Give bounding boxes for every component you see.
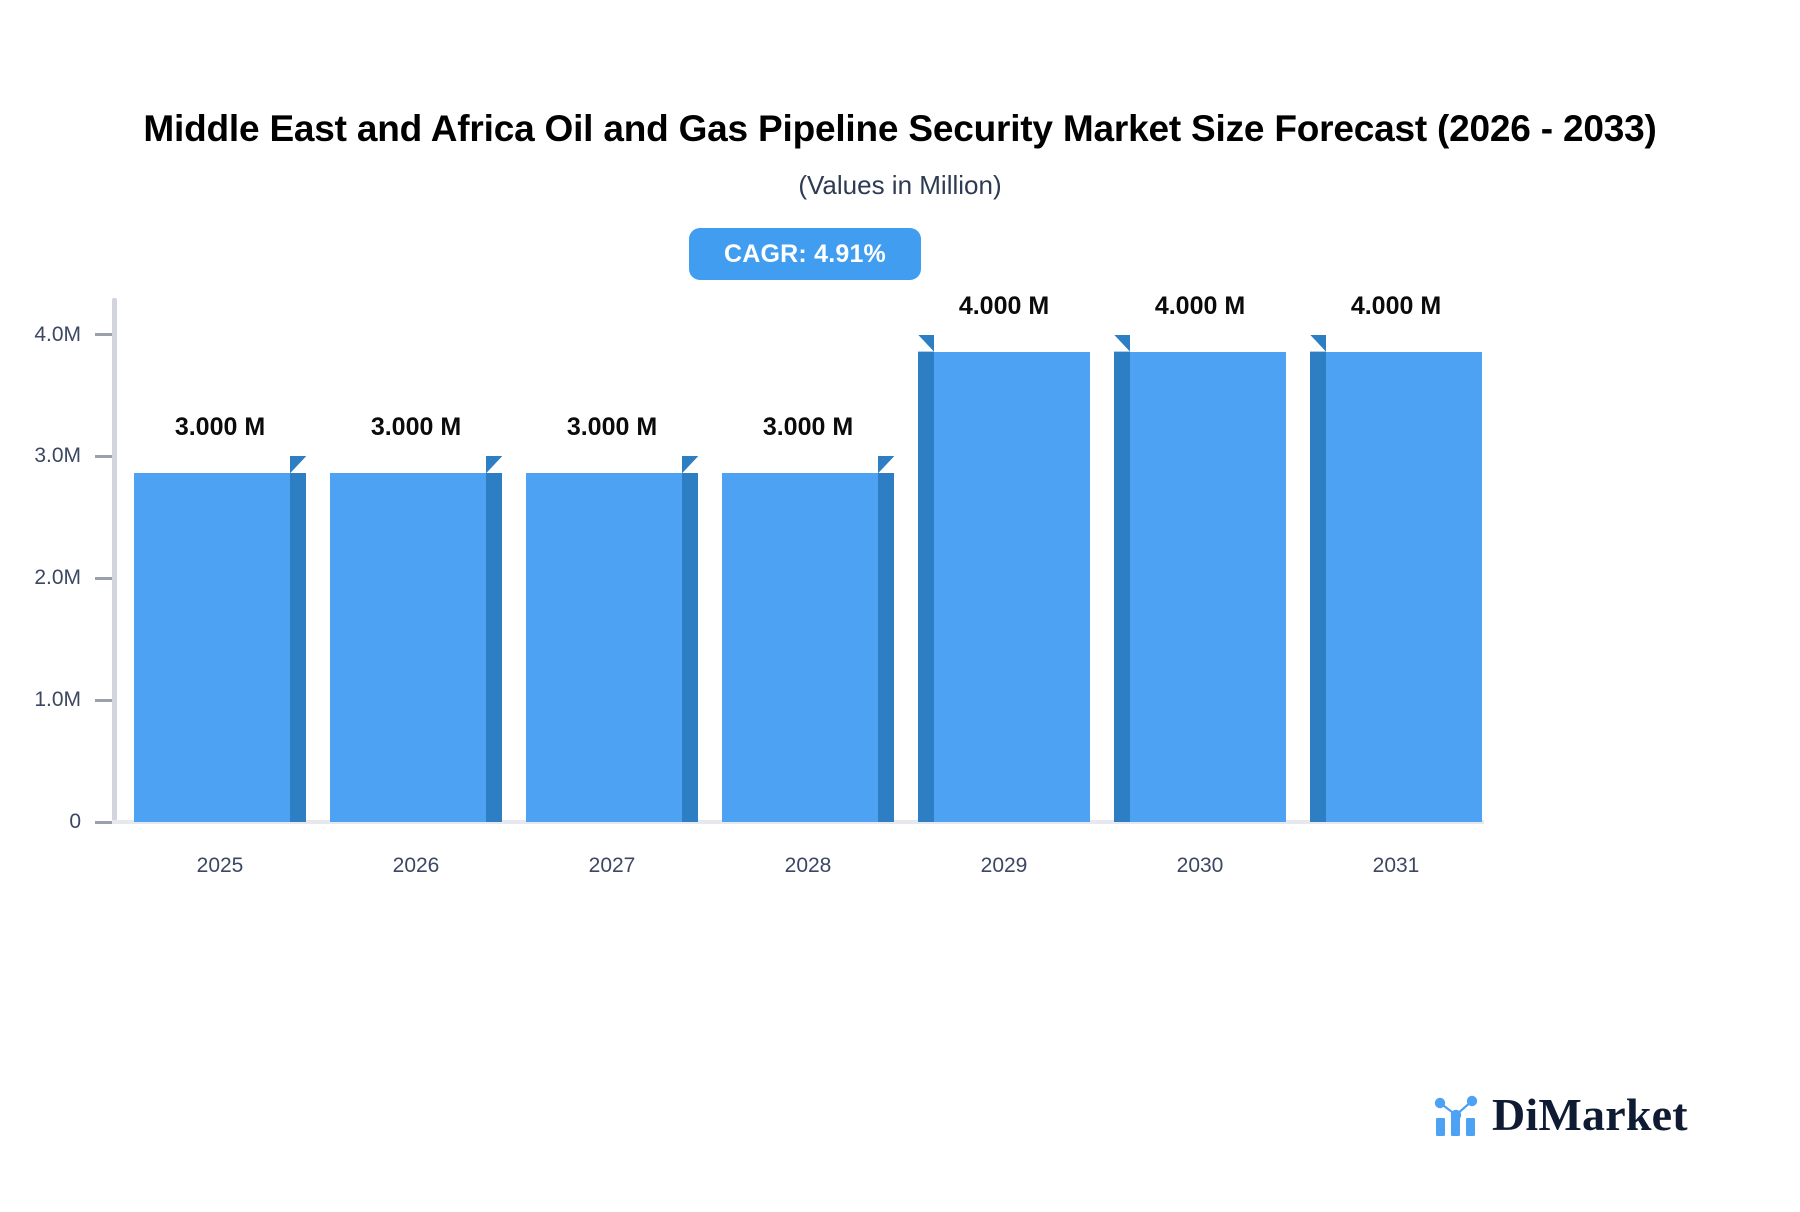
bars-layer: 3.000 M 3.000 M 3.000 M 3.000 M 4.000 M 4.000…: [112, 292, 1484, 822]
bar-side-shade: [1114, 334, 1130, 822]
bar-body: [134, 456, 306, 822]
bar-2031[interactable]: 4.000 M: [1310, 292, 1482, 822]
y-axis-tick: 1.0M: [0, 688, 112, 712]
bar-face: [722, 473, 878, 822]
bar-body: [1310, 334, 1482, 822]
y-axis-tick-label: 0: [69, 810, 81, 833]
bar-side-shade: [918, 334, 934, 822]
bar-body: [526, 456, 698, 822]
bar-face: [330, 473, 486, 822]
bar-face: [1326, 351, 1482, 822]
y-axis-tick-dash: [95, 698, 112, 702]
x-axis-label-2025: 2025: [196, 854, 244, 877]
bar-side-shade: [682, 456, 698, 822]
y-axis-tick: 3.0M: [0, 444, 112, 468]
x-axis-line: [112, 820, 1484, 824]
y-axis-tick-dash: [95, 576, 112, 580]
bar-body: [722, 456, 894, 822]
x-axis-label-2030: 2030: [1176, 854, 1224, 877]
brand-name: DiMarket: [1492, 1089, 1688, 1140]
page-title: Middle East and Africa Oil and Gas Pipel…: [143, 108, 1657, 149]
bar-body: [1114, 334, 1286, 822]
bar-2029[interactable]: 4.000 M: [918, 292, 1090, 822]
chart-subtitle: (Values in Million): [798, 170, 1002, 201]
plot-area: 3.000 M 3.000 M 3.000 M 3.000 M 4.000 M 4.000…: [34, 292, 1484, 833]
bar-face: [1130, 351, 1286, 822]
bar-face: [526, 473, 682, 822]
bar-side-shade: [486, 456, 502, 822]
bar-2025[interactable]: 3.000 M: [134, 413, 306, 822]
y-axis-tick: 2.0M: [0, 566, 112, 590]
y-axis-tick-label: 1.0M: [34, 688, 81, 712]
bar-side-shade: [1310, 334, 1326, 822]
y-axis-tick-label: 4.0M: [34, 322, 81, 346]
y-axis-line: [112, 298, 117, 822]
y-axis-tick: 4.0M: [0, 323, 112, 347]
bar-value-label: 3.000 M: [762, 413, 854, 442]
bar-body: [918, 334, 1090, 822]
y-axis-tick-dash: [95, 333, 112, 337]
bar-value-label: 4.000 M: [1350, 291, 1442, 320]
bar-2027[interactable]: 3.000 M: [526, 413, 698, 822]
bar-side-shade: [878, 456, 894, 822]
bar-value-label: 3.000 M: [566, 413, 658, 442]
bar-face: [134, 473, 290, 822]
bar-value-label: 4.000 M: [958, 291, 1050, 320]
cagr-badge: CAGR: 4.91%: [689, 228, 921, 280]
bar-chart-logo-icon: [1434, 1095, 1478, 1136]
bar-value-label: 3.000 M: [370, 413, 462, 442]
bar-value-label: 4.000 M: [1154, 291, 1246, 320]
x-axis-label-2026: 2026: [392, 854, 440, 877]
y-axis-tick-label: 3.0M: [34, 444, 81, 468]
title-block: Middle East and Africa Oil and Gas Pipel…: [110, 105, 1690, 201]
y-axis-tick-label: 2.0M: [34, 566, 81, 590]
y-axis-tick: 0: [0, 810, 112, 834]
x-axis-label-2031: 2031: [1372, 854, 1420, 877]
brand-logo: DiMarket: [1432, 1092, 1688, 1138]
y-axis-tick-dash: [95, 454, 112, 458]
y-axis-tick-dash: [95, 820, 112, 824]
bar-2026[interactable]: 3.000 M: [330, 413, 502, 822]
x-axis-label-2028: 2028: [784, 854, 832, 877]
x-axis-label-2029: 2029: [980, 854, 1028, 877]
bar-side-shade: [290, 456, 306, 822]
bar-body: [330, 456, 502, 822]
cagr-badge-label: CAGR: 4.91%: [724, 239, 886, 268]
bar-face: [934, 351, 1090, 822]
bar-2028[interactable]: 3.000 M: [722, 413, 894, 822]
bar-2030[interactable]: 4.000 M: [1114, 292, 1286, 822]
x-axis-label-2027: 2027: [588, 854, 636, 877]
bar-value-label: 3.000 M: [174, 413, 266, 442]
